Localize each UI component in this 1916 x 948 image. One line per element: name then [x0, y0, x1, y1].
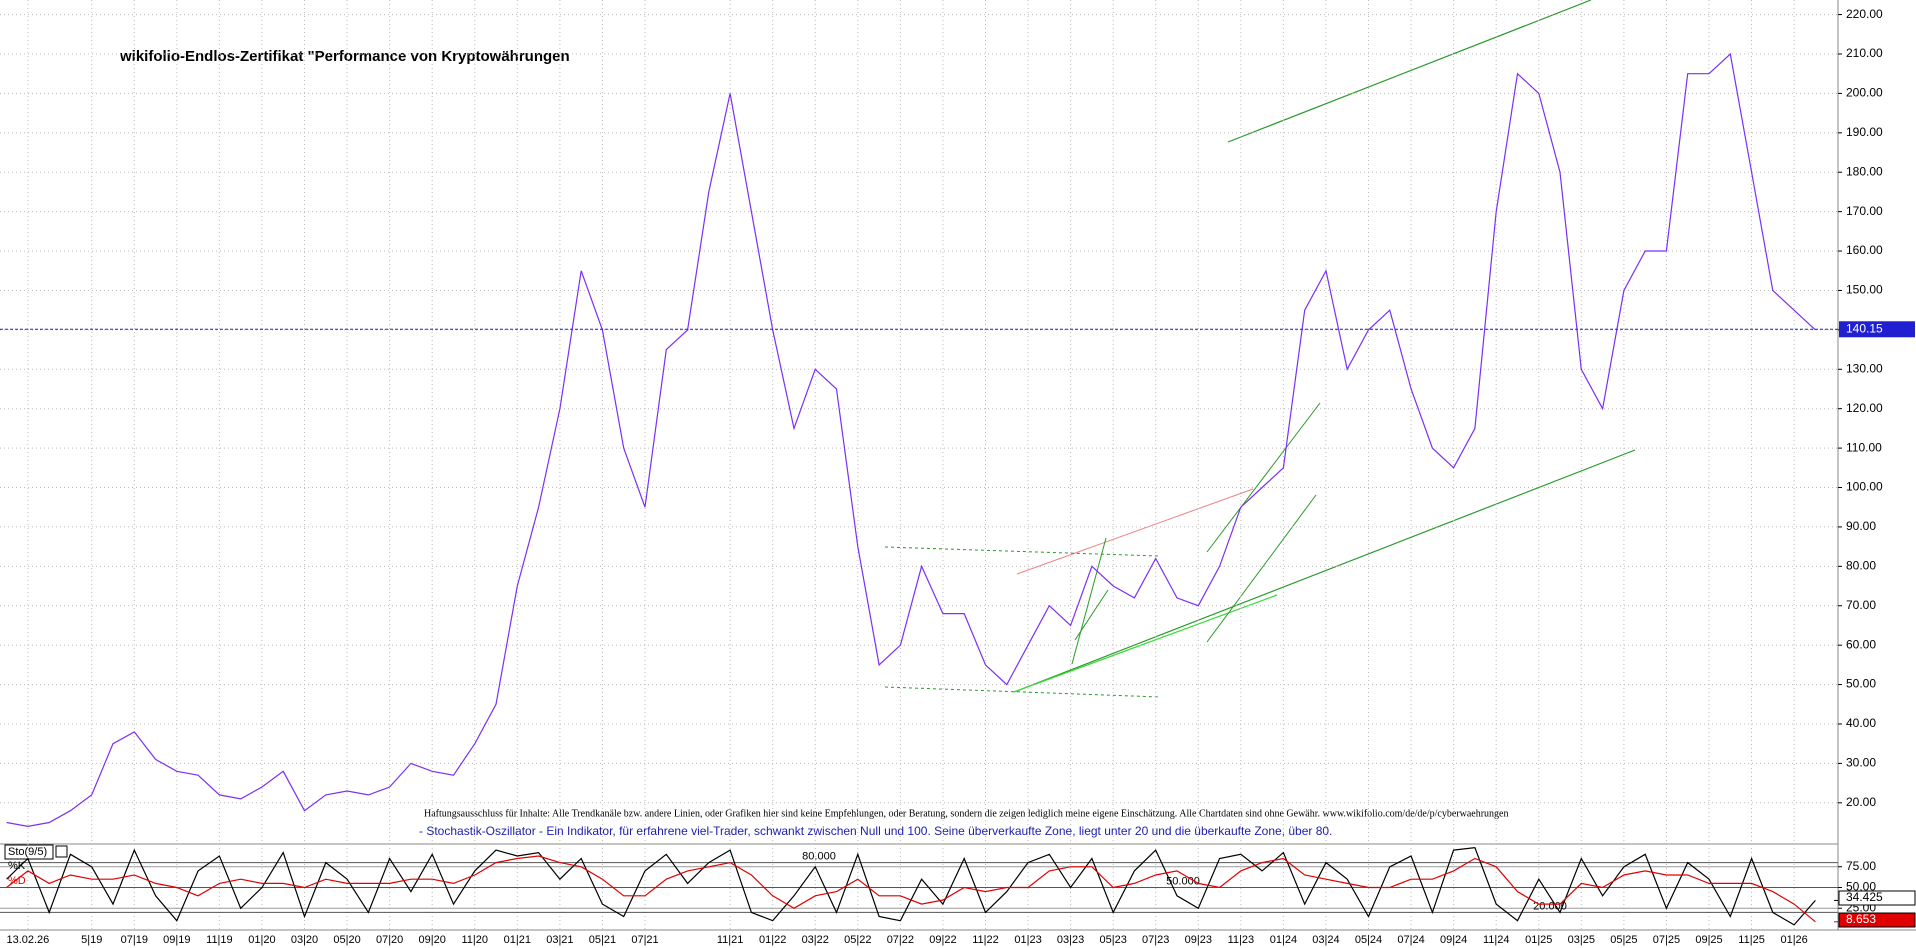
trend-lines [884, 0, 1636, 698]
x-tick-label: 11|22 [972, 934, 999, 946]
x-tick-label: 07|21 [631, 934, 658, 946]
x-tick-label: 07|22 [887, 934, 914, 946]
last-value-box [1839, 321, 1915, 338]
y-tick-label: 130.00 [1846, 361, 1883, 375]
x-tick-label: 11|24 [1483, 934, 1510, 946]
legend-entry: %K [8, 860, 26, 872]
last-value-label: 34.425 [1846, 890, 1883, 904]
trend-line [1013, 594, 1278, 693]
x-tick-label: 03|21 [546, 934, 573, 946]
y-tick-label: 180.00 [1846, 164, 1883, 178]
y-tick-label: 190.00 [1846, 125, 1883, 139]
trend-line [1071, 537, 1107, 665]
x-tick-label: 03|22 [802, 934, 829, 946]
x-tick-label: 11|25 [1738, 934, 1765, 946]
x-tick-label: 01|21 [504, 934, 531, 946]
x-tick-label: 09|25 [1695, 934, 1722, 946]
x-tick-label: 05|20 [333, 934, 360, 946]
x-tick-label: 01|25 [1525, 934, 1552, 946]
x-tick-label: 03|24 [1312, 934, 1339, 946]
y-tick-label: 60.00 [1846, 637, 1876, 651]
x-tick-label: 01|22 [759, 934, 786, 946]
y-tick-label: 160.00 [1846, 243, 1883, 257]
x-tick-label: 09|19 [163, 934, 190, 946]
x-tick-label: 09|23 [1185, 934, 1212, 946]
y-tick-label: 40.00 [1846, 716, 1876, 730]
y-tick-label: 30.00 [1846, 756, 1876, 770]
trend-line [1206, 402, 1321, 553]
x-tick-label: 13.02.26 [6, 934, 49, 946]
x-tick-label: 5|19 [81, 934, 102, 946]
data-line [6, 52, 1816, 828]
legend-entry: %D [8, 875, 26, 887]
chart-title: wikifolio-Endlos-Zertifikat "Performance… [119, 48, 570, 65]
last-value-label: 8.653 [1846, 912, 1876, 926]
y-tick-label: 70.00 [1846, 598, 1876, 612]
trend-line [884, 686, 1161, 698]
x-tick-label: 05|22 [844, 934, 871, 946]
x-tick-label: 01|26 [1780, 934, 1807, 946]
y-tick-label: 90.00 [1846, 519, 1876, 533]
trend-line [1013, 449, 1636, 693]
x-tick-label: 05|23 [1099, 934, 1126, 946]
y-tick-label: 80.00 [1846, 559, 1876, 573]
trend-line [1074, 589, 1109, 641]
trend-line [1016, 488, 1254, 575]
data-line [6, 855, 1816, 923]
x-tick-label: 09|20 [419, 934, 446, 946]
trend-line [1227, 0, 1592, 143]
y-tick-label: 20.00 [1846, 795, 1876, 809]
x-tick-label: 01|23 [1014, 934, 1041, 946]
x-tick-label: 11|20 [462, 934, 489, 946]
y-tick-label: 50.00 [1846, 880, 1876, 894]
expand-button[interactable] [55, 845, 68, 858]
x-tick-label: 09|24 [1440, 934, 1467, 946]
x-tick-label: 07|23 [1142, 934, 1169, 946]
y-tick-label: 50.00 [1846, 677, 1876, 691]
y-tick-label: 100.00 [1846, 480, 1883, 494]
indicator-label: Sto(9/5) [8, 846, 47, 858]
last-value-box [1838, 890, 1916, 906]
x-tick-label: 11|23 [1228, 934, 1255, 946]
trend-line [1206, 494, 1317, 643]
y-tick-label: 220.00 [1846, 7, 1883, 21]
last-value-label: 140.15 [1846, 321, 1883, 335]
level-label: 50.000 [1166, 875, 1200, 887]
disclaimer: Haftungsausschluss für Inhalte: Alle Tre… [424, 808, 1509, 819]
y-tick-label: 200.00 [1846, 86, 1883, 100]
x-tick-label: 03|25 [1568, 934, 1595, 946]
x-tick-label: 01|24 [1270, 934, 1297, 946]
x-tick-label: 05|21 [589, 934, 616, 946]
x-tick-label: 03|23 [1057, 934, 1084, 946]
x-tick-label: 09|22 [929, 934, 956, 946]
x-tick-label: 07|20 [376, 934, 403, 946]
x-tick-label: 05|25 [1610, 934, 1637, 946]
x-tick-label: 03|20 [291, 934, 318, 946]
y-tick-label: 170.00 [1846, 204, 1883, 218]
x-tick-label: 07|24 [1397, 934, 1424, 946]
x-tick-label: 11|19 [206, 934, 233, 946]
x-tick-label: 05|24 [1355, 934, 1382, 946]
x-tick-label: 11|21 [717, 934, 744, 946]
y-tick-label: 150.00 [1846, 283, 1883, 297]
x-tick-label: 01|20 [248, 934, 275, 946]
y-tick-label: 210.00 [1846, 46, 1883, 60]
y-tick-label: 75.00 [1846, 859, 1876, 873]
last-value-box [1838, 912, 1916, 928]
x-tick-label: 07|25 [1653, 934, 1680, 946]
x-tick-label: 07|19 [121, 934, 148, 946]
indicator-label-box [4, 844, 54, 860]
y-tick-label: 110.00 [1846, 440, 1882, 454]
y-tick-label: 120.00 [1846, 401, 1883, 415]
level-label: 80.000 [802, 851, 836, 863]
indicator-description: - Stochastik-Oszillator - Ein Indikator,… [419, 824, 1332, 838]
